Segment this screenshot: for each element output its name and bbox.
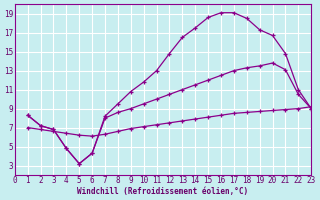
X-axis label: Windchill (Refroidissement éolien,°C): Windchill (Refroidissement éolien,°C) xyxy=(77,187,249,196)
